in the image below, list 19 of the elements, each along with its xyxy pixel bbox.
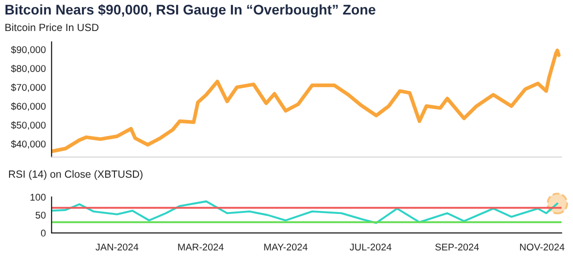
chart-title: Bitcoin Nears $90,000, RSI Gauge In “Overbought” Zone xyxy=(6,4,376,18)
chart-title: RSI (14) on Close (XBTUSD) xyxy=(9,170,142,180)
x-tick-label: SEP-2024 xyxy=(435,244,479,250)
y-tick-label: $40,000 xyxy=(10,140,46,149)
x-tick-label: JAN-2024 xyxy=(96,244,138,250)
y-tick-label: $90,000 xyxy=(10,46,46,54)
y-tick-label: 0 xyxy=(40,230,46,237)
x-tick-label: MAY-2024 xyxy=(264,244,308,250)
x-tick-label: JUL-2024 xyxy=(350,244,392,250)
y-tick-label: $60,000 xyxy=(10,102,46,111)
x-tick-label: MAR-2024 xyxy=(178,244,224,250)
x-tick-label: NOV-2024 xyxy=(520,244,564,250)
line-series xyxy=(52,48,561,154)
y-tick-label: 50 xyxy=(36,212,46,219)
y-tick-label: $70,000 xyxy=(10,84,46,92)
y-tick-label: $80,000 xyxy=(10,64,46,74)
chart-subtitle: Bitcoin Price In USD xyxy=(5,23,98,32)
y-tick-label: $50,000 xyxy=(10,121,46,130)
y-tick-label: 100 xyxy=(30,194,46,201)
